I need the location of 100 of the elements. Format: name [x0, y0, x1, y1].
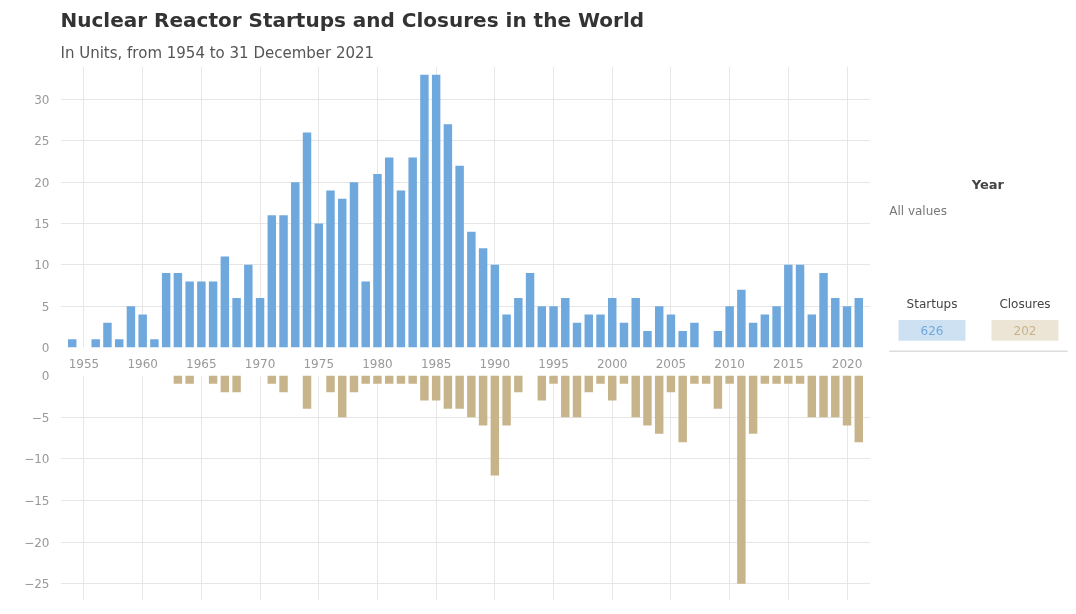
- bar: [831, 297, 840, 348]
- bar: [690, 322, 699, 348]
- bar: [842, 306, 852, 348]
- text: 202: [1013, 323, 1037, 338]
- bar: [654, 306, 664, 348]
- bar: [549, 306, 558, 348]
- bar: [502, 314, 511, 348]
- y-tick-label: 0: [41, 341, 50, 355]
- bar: [572, 322, 582, 348]
- x-tick-label: 1975: [303, 356, 335, 371]
- y-tick-label: −15: [24, 494, 50, 508]
- bar: [338, 198, 347, 348]
- bar: [220, 256, 230, 348]
- bar: [819, 273, 828, 348]
- bar: [713, 330, 723, 348]
- y-tick-label: 30: [34, 93, 50, 108]
- x-tick-label: 1960: [127, 356, 158, 371]
- chart-subtitle: In Units, from 1954 to 31 December 2021: [60, 43, 375, 62]
- x-tick-label: 2005: [655, 356, 687, 371]
- text: Year: [970, 176, 1005, 192]
- y-tick-label: −10: [24, 452, 50, 467]
- text: 626: [920, 323, 944, 338]
- bar: [384, 157, 394, 348]
- bar: [608, 297, 617, 348]
- bar: [396, 190, 406, 348]
- bar: [244, 264, 253, 348]
- text: Closures: [999, 296, 1051, 311]
- y-tick-label: −5: [31, 410, 50, 425]
- bar: [408, 157, 417, 348]
- x-tick-label: 1990: [479, 356, 511, 371]
- text: Startups: [906, 296, 958, 311]
- bar: [349, 182, 359, 348]
- bar: [772, 306, 781, 348]
- bar: [114, 339, 124, 348]
- bar: [373, 173, 382, 348]
- bar: [431, 74, 441, 348]
- x-tick-label: 2015: [773, 356, 804, 371]
- bar: [161, 273, 171, 348]
- x-tick-label: 1955: [68, 356, 100, 371]
- bar: [443, 124, 453, 348]
- bar: [631, 297, 640, 348]
- bar: [314, 223, 323, 348]
- bar: [197, 281, 206, 348]
- text: All values: [889, 204, 947, 219]
- bar: [208, 281, 218, 348]
- y-tick-label: 0: [41, 369, 50, 383]
- bar: [760, 314, 770, 348]
- bar: [232, 297, 241, 348]
- bar: [478, 248, 488, 348]
- x-tick-label: 1995: [538, 356, 569, 371]
- bar: [854, 297, 863, 348]
- chart-title: Nuclear Reactor Startups and Closures in the World: [60, 7, 645, 32]
- bar: [68, 339, 77, 348]
- x-tick-label: 2000: [596, 356, 628, 371]
- bar: [619, 322, 629, 348]
- x-tick-label: 1965: [186, 356, 217, 371]
- x-tick-label: 2010: [714, 356, 745, 371]
- x-tick-label: 1970: [244, 356, 276, 371]
- x-tick-label: 1985: [420, 356, 452, 371]
- bar: [138, 314, 147, 348]
- bar: [91, 339, 100, 348]
- bar: [361, 281, 370, 348]
- bar: [267, 215, 277, 348]
- bar: [420, 74, 429, 348]
- y-tick-label: 15: [34, 217, 50, 232]
- bar: [807, 314, 817, 348]
- bar: [302, 132, 312, 348]
- bar: [326, 190, 335, 348]
- bar: [784, 264, 793, 348]
- y-tick-label: 10: [34, 258, 50, 273]
- bar: [737, 289, 746, 348]
- bar: [279, 215, 288, 348]
- y-tick-label: 5: [41, 299, 50, 314]
- y-tick-label: −25: [24, 577, 50, 592]
- bar: [173, 273, 183, 348]
- bar: [150, 339, 159, 348]
- x-tick-label: 2020: [831, 356, 863, 371]
- bar: [126, 306, 136, 348]
- bar: [525, 273, 535, 348]
- bar: [455, 165, 464, 348]
- x-tick-label: 1980: [362, 356, 393, 371]
- bar: [537, 306, 547, 348]
- bar: [725, 306, 734, 348]
- bar: [666, 314, 676, 348]
- y-tick-label: 25: [34, 134, 50, 149]
- bar: [795, 264, 805, 348]
- y-tick-label: −20: [24, 535, 50, 550]
- bar: [185, 281, 194, 348]
- bar: [596, 314, 605, 348]
- bar: [678, 330, 687, 348]
- bar: [561, 297, 570, 348]
- bar: [103, 322, 112, 348]
- bar: [748, 322, 758, 348]
- bar: [467, 231, 476, 348]
- bar: [514, 297, 523, 348]
- bar: [584, 314, 593, 348]
- bar: [643, 330, 652, 348]
- bar: [490, 264, 500, 348]
- bar: [255, 297, 265, 348]
- bar: [291, 182, 300, 348]
